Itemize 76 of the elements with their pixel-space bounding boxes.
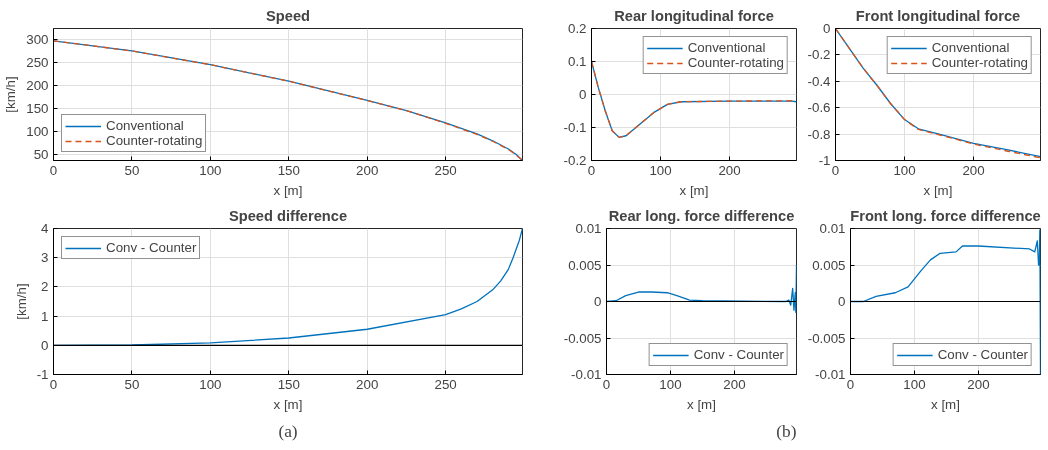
y-tick-label: -0.2 — [563, 153, 587, 168]
y-tick-label: 0.01 — [819, 221, 846, 236]
y-tick-label: -0.1 — [563, 120, 587, 135]
y-tick-label: -0.005 — [563, 330, 602, 346]
y-axis-title: [km/h] — [3, 76, 19, 113]
x-tick-label: 100 — [649, 162, 672, 178]
y-tick-label: 2 — [41, 279, 49, 295]
x-tick-label: 200 — [723, 376, 746, 392]
y-tick-label: 3 — [41, 250, 49, 266]
x-tick-label: 200 — [962, 162, 985, 178]
y-tick-label: -0.2 — [807, 47, 831, 63]
chart-title: Front long. force difference — [850, 207, 1041, 224]
y-tick-label: 1 — [41, 308, 49, 324]
x-axis-title: x [m] — [923, 182, 953, 198]
x-tick-label: 50 — [124, 162, 140, 178]
y-tick-label: 4 — [41, 221, 50, 236]
y-tick-label: -0.01 — [815, 367, 846, 382]
y-tick-label: -1 — [818, 153, 831, 168]
x-axis-title: x [m] — [273, 182, 303, 198]
y-tick-label: 0.01 — [575, 221, 602, 236]
x-tick-label: 200 — [967, 376, 990, 392]
legend-label: Counter-rotating — [106, 133, 203, 148]
chart-title: Front longitudinal force — [855, 7, 1021, 24]
x-tick-label: 100 — [659, 376, 682, 392]
y-tick-label: 0 — [838, 294, 846, 309]
chart-title: Rear long. force difference — [608, 207, 795, 224]
y-tick-label: 0.005 — [568, 257, 602, 273]
x-tick-label: 150 — [277, 162, 300, 178]
y-tick-label: -0.8 — [807, 126, 831, 142]
x-tick-label: 250 — [434, 376, 457, 392]
legend-label: Conventional — [931, 40, 1010, 55]
legend-label: Conventional — [106, 118, 184, 133]
x-tick-label: 100 — [893, 162, 916, 178]
chart-title: Rear longitudinal force — [614, 7, 774, 24]
y-tick-label: 50 — [33, 147, 49, 163]
x-tick-label: 100 — [903, 376, 926, 392]
y-tick-label: 0 — [41, 337, 49, 353]
y-tick-label: -0.4 — [807, 73, 832, 89]
text: Conv - Counter — [106, 240, 197, 255]
y-tick-label: 200 — [26, 78, 49, 94]
y-tick-label: 300 — [26, 32, 49, 48]
x-axis-title: x [m] — [687, 396, 716, 412]
y-tick-label: 0.005 — [812, 257, 846, 273]
y-tick-label: -0.01 — [571, 367, 602, 382]
x-tick-label: 100 — [199, 376, 222, 392]
legend-label: Counter-rotating — [931, 55, 1028, 70]
chart-title: Speed — [266, 7, 310, 24]
x-axis-title: x [m] — [931, 396, 960, 412]
y-tick-label: 150 — [26, 101, 49, 117]
y-tick-label: 0.1 — [567, 54, 587, 69]
text: (a) — [278, 421, 298, 441]
x-tick-label: 50 — [124, 376, 140, 392]
y-tick-label: 100 — [26, 124, 49, 140]
y-tick-label: 0 — [579, 87, 587, 102]
x-axis-title: x [m] — [273, 396, 303, 412]
y-tick-label: 250 — [26, 55, 49, 71]
legend-label: Counter-rotating — [687, 55, 784, 70]
x-tick-label: 250 — [434, 162, 457, 178]
text: (b) — [776, 421, 797, 441]
y-tick-label: 0 — [823, 21, 831, 36]
x-tick-label: 200 — [356, 162, 379, 178]
y-tick-label: 0 — [594, 294, 602, 309]
x-tick-label: 200 — [718, 162, 741, 178]
y-tick-label: -0.005 — [807, 330, 846, 346]
legend-label: Conventional — [687, 40, 766, 55]
x-tick-label: 100 — [199, 162, 222, 178]
legend-label: Conv - Counter — [693, 347, 784, 362]
chart-title: Speed difference — [228, 207, 348, 224]
y-tick-label: -0.6 — [807, 100, 831, 116]
legend-label: Conv - Counter — [937, 347, 1028, 362]
y-tick-label: -1 — [36, 367, 49, 382]
y-tick-label: 0.2 — [567, 21, 587, 36]
x-tick-label: 200 — [356, 376, 379, 392]
y-axis-title: [km/h] — [13, 283, 29, 320]
x-axis-title: x [m] — [679, 182, 709, 198]
x-tick-label: 150 — [277, 376, 300, 392]
